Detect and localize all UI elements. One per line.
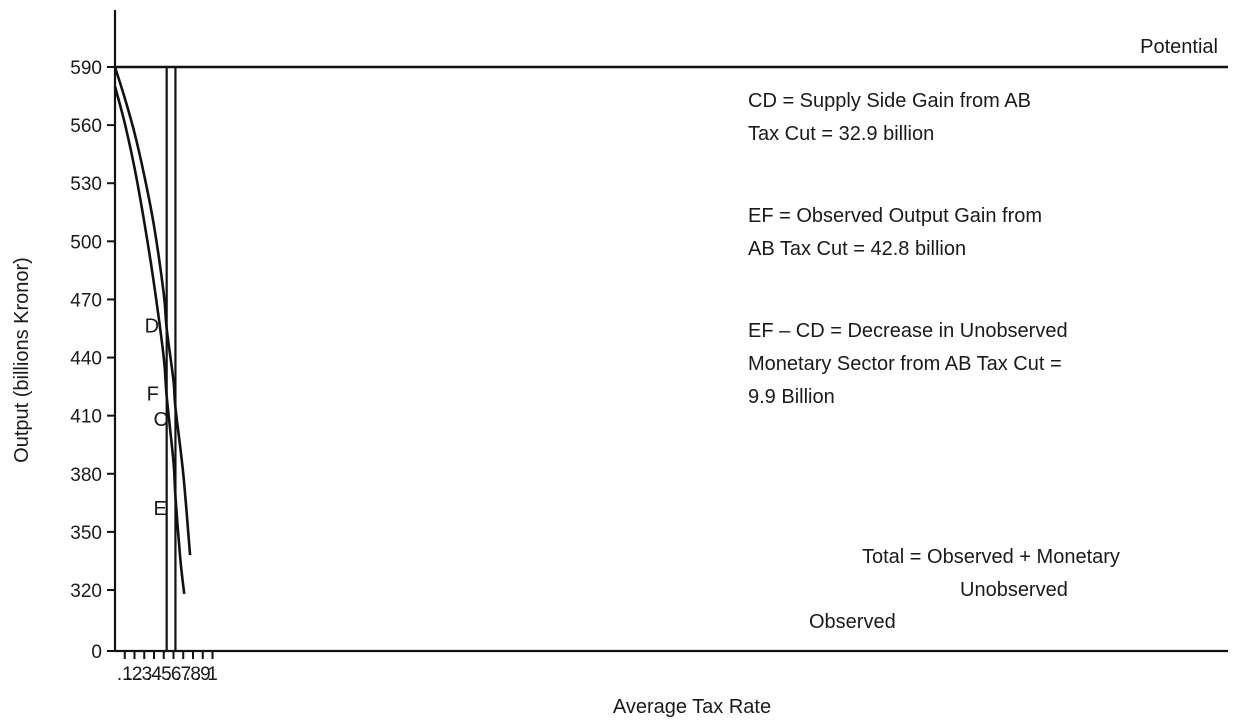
annotation-ef-line-2: AB Tax Cut = 42.8 billion <box>748 238 966 260</box>
curves <box>113 65 1228 595</box>
y-tick-label: 380 <box>70 465 102 486</box>
ticks: 0 320 350 380 410 440 470 500 530 560 590 .1.2.3.4.… <box>70 58 217 685</box>
point-label-d: D <box>145 316 159 338</box>
y-tick-label: 560 <box>70 116 102 137</box>
annotation-ef: EF = Observed Output Gain from AB Tax Cu… <box>748 205 1042 260</box>
point-label-e: E <box>153 498 166 520</box>
x-tick-label: .8 <box>185 664 201 685</box>
annotation-cd-line-2: Tax Cut = 32.9 billion <box>748 123 934 145</box>
x-tick-label: .2 <box>127 664 143 685</box>
x-tick-label: .5 <box>156 664 172 685</box>
y-axis-title: Output (billions Kronor) <box>11 257 33 463</box>
observed-curve-label: Observed <box>809 611 896 633</box>
y-tick-label: 350 <box>70 523 102 544</box>
y-tick-label: 410 <box>70 407 102 428</box>
annotation-diff-line-1: EF – CD = Decrease in Unobserved <box>748 320 1068 342</box>
y-tick-label: 530 <box>70 174 102 195</box>
x-tick-label: .6 <box>166 664 182 685</box>
axes <box>113 10 1228 653</box>
x-tick-label: 1 <box>207 664 218 685</box>
y-tick-label: 500 <box>70 232 102 253</box>
annotation-diff-line-3: 9.9 Billion <box>748 386 835 408</box>
point-labels: D FC E <box>145 316 168 521</box>
x-tick-label: .1 <box>117 664 133 685</box>
annotation-cd: CD = Supply Side Gain from AB Tax Cut = … <box>748 90 1031 145</box>
annotation-ef-line-1: EF = Observed Output Gain from <box>748 205 1042 227</box>
annotation-ef-minus-cd: EF – CD = Decrease in Unobserved Monetar… <box>748 320 1068 408</box>
observed-curve <box>113 86 186 595</box>
total-label-line-1: Total = Observed + Monetary <box>862 546 1120 568</box>
x-tick-label: .9 <box>195 664 211 685</box>
total-label-line-2: Unobserved <box>960 579 1068 601</box>
total-curve <box>113 66 192 556</box>
y-tick-label: 590 <box>70 58 102 79</box>
y-tick-label: 320 <box>70 581 102 602</box>
point-label-f: F <box>147 383 159 405</box>
total-curve-label: Total = Observed + Monetary Unobserved <box>862 546 1120 601</box>
x-tick-label: .4 <box>146 664 162 685</box>
annotation-cd-line-1: CD = Supply Side Gain from AB <box>748 90 1031 112</box>
y-tick-label: 0 <box>91 642 102 663</box>
x-axis-title: Average Tax Rate <box>613 696 771 718</box>
annotation-diff-line-2: Monetary Sector from AB Tax Cut = <box>748 353 1062 375</box>
point-label-c: C <box>153 409 167 431</box>
potential-label: Potential <box>1140 36 1218 58</box>
x-tick-label: .7 <box>175 664 191 685</box>
y-tick-label: 470 <box>70 290 102 311</box>
y-tick-label: 440 <box>70 349 102 370</box>
x-tick-label: .3 <box>136 664 152 685</box>
reference-lines <box>165 67 177 651</box>
